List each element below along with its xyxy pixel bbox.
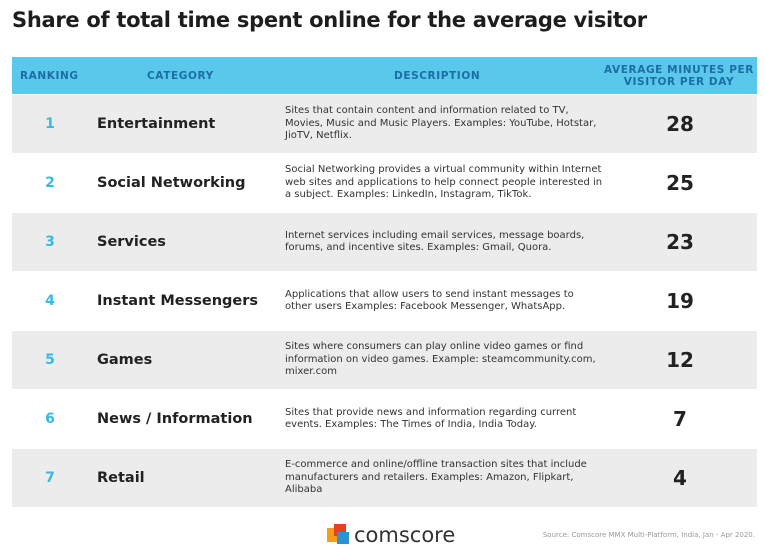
description: Internet services including email servic… [285, 229, 585, 254]
category: Instant Messengers [97, 293, 259, 309]
description: Sites that provide news and information … [285, 406, 577, 431]
minutes: 28 [666, 112, 694, 136]
category: Games [97, 352, 153, 368]
minutes: 4 [673, 466, 687, 490]
description: Applications that allow users to send in… [285, 288, 574, 313]
source-note: Source: Comscore MMX Multi-Platform, Ind… [542, 531, 755, 539]
ranking: 6 [45, 411, 55, 427]
ranking: 2 [45, 175, 55, 191]
category: News / Information [97, 411, 253, 427]
minutes: 7 [673, 407, 687, 431]
table-row: 3 Services Internet services including ema… [12, 213, 757, 271]
description: E-commerce and online/offline transactio… [285, 459, 587, 496]
table-row: 1 Entertainment Sites that contain content… [12, 95, 757, 153]
table-row: 4 Instant Messengers Applications that all… [12, 272, 757, 330]
column-header: DESCRIPTION [394, 69, 481, 82]
description: Sites where consumers can play online vi… [285, 341, 596, 378]
table-row: 5 Games Sites where consumers can play onl… [12, 331, 757, 389]
category: Entertainment [97, 116, 216, 132]
logo-shape [337, 532, 349, 544]
minutes: 23 [666, 230, 694, 254]
category: Social Networking [97, 175, 246, 191]
ranking: 3 [45, 234, 55, 250]
table-row: 7 Retail E-commerce and online/offline tra… [12, 449, 757, 507]
brand: comscore [354, 523, 456, 547]
table-row: 2 Social Networking Social Networking prov… [12, 154, 757, 212]
minutes: 19 [666, 289, 694, 313]
column-header: AVERAGE MINUTES PER VISITOR PER DAY [604, 63, 754, 88]
column-header: RANKING [20, 69, 79, 82]
minutes: 12 [666, 348, 694, 372]
table-header: RANKING CATEGORY DESCRIPTION AVERAGE MINUTE… [12, 57, 757, 94]
minutes: 25 [666, 171, 694, 195]
category: Retail [97, 470, 145, 486]
description: Sites that contain content and informati… [285, 105, 597, 142]
ranking: 1 [45, 116, 55, 132]
column-header: CATEGORY [147, 69, 214, 82]
title: Share of total time spent online for the… [12, 8, 647, 32]
description: Social Networking provides a virtual com… [285, 164, 603, 201]
logo [327, 524, 349, 544]
table-row: 6 News / Information Sites that provide ne… [12, 390, 757, 448]
ranking: 5 [45, 352, 55, 368]
category: Services [97, 234, 166, 250]
ranking: 4 [45, 293, 55, 309]
ranking: 7 [45, 470, 55, 486]
